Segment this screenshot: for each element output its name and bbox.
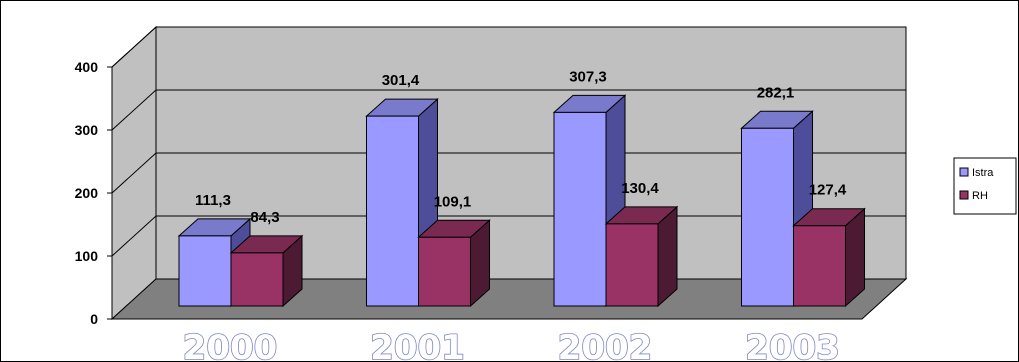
bar-front — [366, 115, 419, 307]
data-label-istra-2000: 111,3 — [195, 192, 231, 209]
bar-front — [553, 111, 607, 307]
bar-front — [605, 223, 659, 307]
data-label-rh-2002: 130,4 — [621, 180, 659, 197]
gridline — [111, 89, 906, 131]
legend-label: Istra — [972, 167, 994, 179]
gridline — [111, 152, 906, 194]
x-tick-label: 2002 — [558, 328, 653, 362]
x-tick-label: 2001 — [370, 328, 465, 362]
bar-rh-2003 — [792, 207, 866, 308]
legend: Istra RH — [953, 157, 1017, 215]
data-label-rh-2000: 84,3 — [250, 209, 279, 226]
data-label-rh-2003: 127,4 — [809, 182, 847, 199]
bar-istra-2001 — [365, 97, 439, 308]
data-label-istra-2003: 282,1 — [757, 84, 795, 101]
legend-item-istra: Istra — [959, 167, 994, 179]
bars — [177, 94, 866, 308]
data-label-istra-2002: 307,3 — [569, 68, 607, 85]
bar-rh-2001 — [417, 219, 491, 308]
legend-label: RH — [972, 190, 988, 202]
bar-front — [230, 252, 284, 307]
legend-box — [953, 157, 1017, 215]
plot-area: 0 100 200 300 400 111,3 84,3 301,4 109,1 307,3 13… — [75, 25, 908, 362]
y-axis: 0 100 200 300 400 — [75, 59, 113, 327]
y-tick-label: 400 — [75, 59, 99, 75]
x-tick-label: 2000 — [183, 328, 278, 362]
bar-rh-2000 — [229, 234, 304, 308]
legend-item-rh: RH — [959, 190, 988, 202]
data-label-rh-2001: 109,1 — [434, 193, 472, 210]
legend-swatch — [959, 167, 969, 177]
bar-front — [793, 225, 846, 307]
x-tick-label: 2003 — [745, 328, 840, 362]
legend-swatch — [959, 190, 969, 200]
y-tick-label: 100 — [75, 248, 99, 264]
x-axis: 2000 2001 2002 2003 — [182, 327, 841, 362]
bar-front — [418, 236, 471, 307]
y-tick-label: 0 — [90, 311, 98, 327]
gridline — [111, 26, 906, 68]
data-label-istra-2001: 301,4 — [382, 72, 420, 89]
floor — [110, 278, 908, 320]
y-tick-label: 300 — [75, 122, 99, 138]
data-labels: 111,3 84,3 301,4 109,1 307,3 130,4 282,1 127,4 — [195, 68, 847, 225]
y-tick-label: 200 — [75, 185, 99, 201]
bar-front — [741, 127, 794, 307]
legend-items: Istra RH — [959, 167, 994, 202]
bar-rh-2002 — [604, 205, 679, 308]
bar-front — [178, 235, 232, 307]
